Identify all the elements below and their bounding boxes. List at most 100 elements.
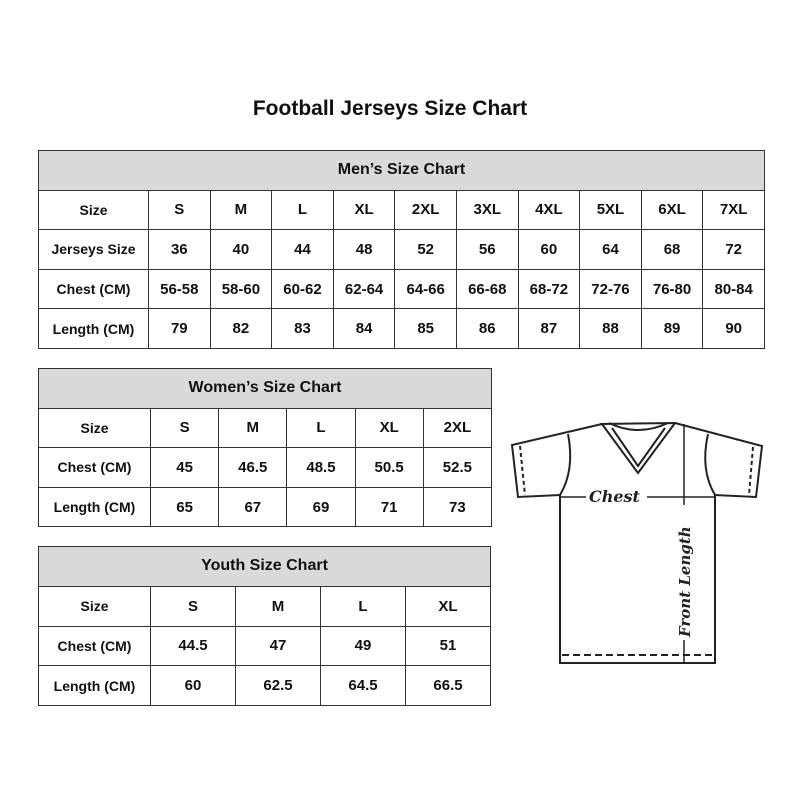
table-cell: 62-64 (332, 268, 396, 310)
table-cell: M (218, 407, 288, 449)
row-label: Chest (CM) (38, 447, 151, 488)
table-cell: 62.5 (235, 665, 321, 707)
men-chart-title: Men’s Size Chart (38, 150, 765, 191)
table-row: Length (CM) 60 62.5 64.5 66.5 (38, 665, 491, 707)
table-cell: 6XL (640, 189, 704, 231)
youth-chart-title: Youth Size Chart (38, 546, 491, 587)
table-cell: 52.5 (422, 447, 493, 488)
table-cell: S (150, 585, 236, 627)
women-chart-title: Women’s Size Chart (38, 368, 492, 409)
table-cell: L (271, 189, 334, 231)
table-cell: 87 (517, 308, 581, 349)
table-cell: 65 (149, 486, 220, 528)
table-cell: 60 (517, 229, 581, 270)
table-row: Length (CM) 79 82 83 84 85 86 87 88 89 90 (38, 308, 765, 349)
jersey-neck (600, 421, 678, 475)
table-cell: 80-84 (702, 268, 765, 310)
table-cell: XL (354, 407, 424, 449)
page-title: Football Jerseys Size Chart (252, 97, 528, 120)
table-cell: 68-72 (517, 268, 581, 310)
front-length-label: Front Length (676, 526, 694, 638)
table-cell: 82 (209, 308, 273, 349)
row-label: Length (CM) (38, 665, 151, 707)
table-cell: 47 (235, 625, 321, 667)
table-cell: 68 (640, 229, 704, 270)
youth-size-table: Youth Size Chart Size S M L XL Chest (CM) 44.5 4… (38, 546, 491, 707)
sleeve-hem-right (748, 446, 754, 496)
table-cell: 48.5 (286, 447, 356, 488)
table-cell: 86 (455, 308, 519, 349)
table-cell: 46.5 (218, 447, 288, 488)
table-cell: 64.5 (320, 665, 406, 707)
table-cell: 56-58 (148, 268, 211, 310)
table-cell: 60 (150, 665, 236, 707)
table-cell: 36 (148, 229, 211, 270)
table-cell: 89 (640, 308, 704, 349)
table-cell: 45 (149, 447, 220, 488)
jersey-diagram: Chest Front Length (510, 421, 764, 664)
table-cell: 56 (455, 229, 519, 270)
row-label: Size (38, 407, 151, 449)
table-cell: 64 (579, 229, 642, 270)
table-cell: 85 (394, 308, 457, 349)
mens-size-table: Men’s Size Chart Size S M L XL 2XL 3XL 4XL 5XL 6XL… (38, 150, 765, 349)
table-cell: 49 (320, 625, 406, 667)
sleeve-seam-left (559, 433, 572, 496)
table-cell: 72 (702, 229, 765, 270)
table-cell: 2XL (394, 189, 457, 231)
table-cell: 50.5 (354, 447, 424, 488)
chest-label: Chest (589, 487, 641, 506)
table-cell: 40 (209, 229, 273, 270)
table-cell: 3XL (455, 189, 519, 231)
sleeve-seam-right (704, 433, 716, 496)
table-cell: XL (332, 189, 396, 231)
table-row: Jerseys Size 36 40 44 48 52 56 60 64 68 72 (38, 229, 765, 270)
table-cell: 7XL (702, 189, 765, 231)
table-row: Size S M L XL 2XL 3XL 4XL 5XL 6XL 7XL (38, 189, 765, 231)
table-cell: 84 (332, 308, 396, 349)
table-row: Chest (CM) 44.5 47 49 51 (38, 625, 491, 667)
row-label: Chest (CM) (38, 268, 149, 310)
table-cell: 76-80 (640, 268, 704, 310)
row-label: Size (38, 585, 151, 627)
table-row: Size S M L XL (38, 585, 491, 627)
table-row: Length (CM) 65 67 69 71 73 (38, 486, 493, 528)
table-cell: 52 (394, 229, 457, 270)
table-cell: 83 (271, 308, 334, 349)
table-cell: 44.5 (150, 625, 236, 667)
table-cell: M (235, 585, 321, 627)
table-cell: S (148, 189, 211, 231)
row-label: Size (38, 189, 149, 231)
table-cell: 71 (354, 486, 424, 528)
table-cell: L (320, 585, 406, 627)
table-row: Chest (CM) 45 46.5 48.5 50.5 52.5 (38, 447, 493, 488)
table-cell: M (209, 189, 273, 231)
table-cell: 90 (702, 308, 765, 349)
table-cell: 79 (148, 308, 211, 349)
table-cell: S (149, 407, 220, 449)
table-cell: 64-66 (394, 268, 457, 310)
table-row: Chest (CM) 56-58 58-60 60-62 62-64 64-66 66-68… (38, 268, 765, 310)
table-cell: 4XL (517, 189, 581, 231)
table-cell: 66-68 (455, 268, 519, 310)
table-cell: 5XL (579, 189, 642, 231)
table-cell: 48 (332, 229, 396, 270)
table-cell: 2XL (422, 407, 493, 449)
table-cell: XL (405, 585, 491, 627)
table-cell: 73 (422, 486, 493, 528)
sleeve-hem-left (519, 445, 526, 496)
table-cell: 51 (405, 625, 491, 667)
table-cell: 66.5 (405, 665, 491, 707)
table-cell: L (286, 407, 356, 449)
table-cell: 69 (286, 486, 356, 528)
table-cell: 88 (579, 308, 642, 349)
row-label: Chest (CM) (38, 625, 151, 667)
womens-size-table: Women’s Size Chart Size S M L XL 2XL Chest (CM)… (38, 368, 493, 528)
row-label: Length (CM) (38, 486, 151, 528)
row-label: Jerseys Size (38, 229, 149, 270)
table-cell: 67 (218, 486, 288, 528)
table-cell: 72-76 (579, 268, 642, 310)
table-cell: 60-62 (271, 268, 334, 310)
table-cell: 44 (271, 229, 334, 270)
